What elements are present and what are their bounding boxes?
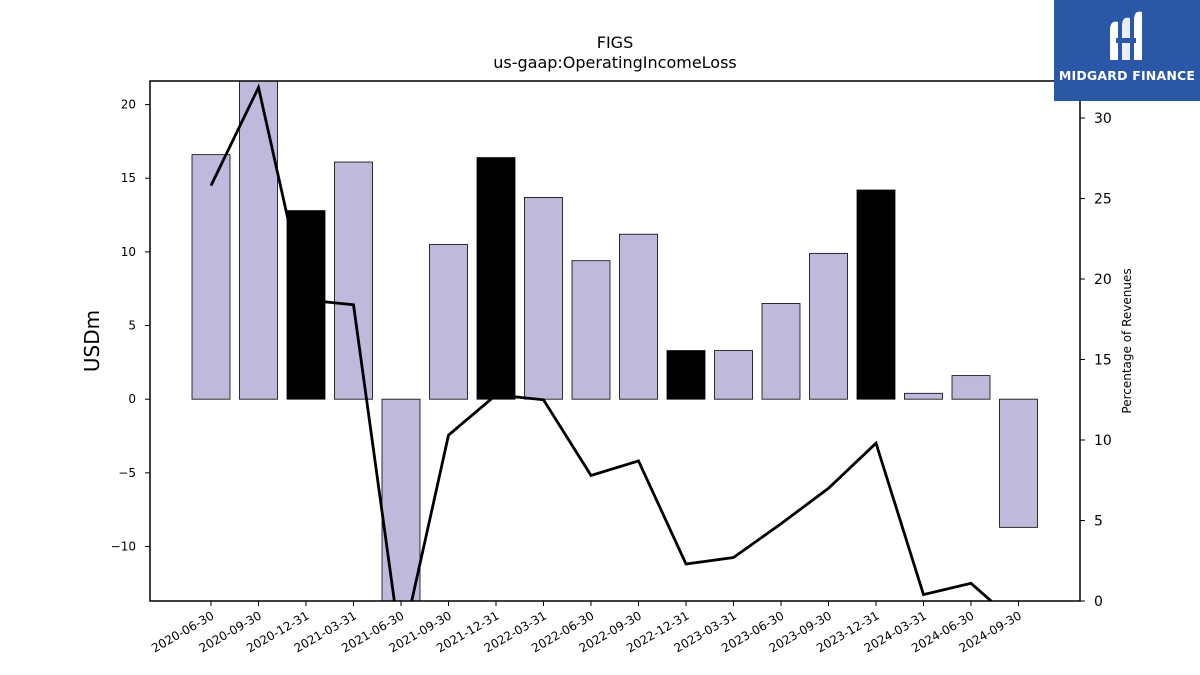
bar-2022-06-30 — [571, 260, 611, 400]
bar-2024-06-30 — [951, 375, 991, 400]
bar-2022-09-30 — [619, 233, 658, 400]
y-tick-label: −5 — [118, 466, 136, 480]
bar-2023-12-31 — [856, 189, 896, 400]
plot-area — [191, 81, 1038, 601]
y-tick-label: 10 — [121, 245, 136, 259]
bar-2021-03-31 — [334, 161, 373, 400]
y2-tick-label: 5 — [1094, 514, 1103, 530]
bar-2022-03-31 — [524, 196, 563, 400]
bar-2023-03-31 — [714, 350, 753, 400]
bar-2021-06-30 — [381, 398, 421, 601]
bar-2022-12-31 — [666, 350, 706, 400]
bar-2024-03-31 — [904, 392, 943, 400]
y2-tick-label: 10 — [1094, 433, 1112, 449]
y2-axis-label: Percentage of Revenues — [1120, 268, 1134, 413]
y2-tick-label: 15 — [1094, 353, 1112, 369]
bar-2020-09-30 — [239, 81, 278, 400]
plot-frame — [149, 80, 1081, 602]
logo-text: MIDGARD FINANCE — [1058, 68, 1196, 83]
bar-2021-12-31 — [476, 157, 516, 400]
y2-tick-label: 25 — [1094, 192, 1112, 208]
chart-subtitle: us-gaap:OperatingIncomeLoss — [493, 53, 737, 72]
y-tick-label: 20 — [121, 98, 136, 112]
bar-2023-09-30 — [809, 252, 848, 400]
bar-2021-09-30 — [429, 244, 468, 400]
y-tick-label: 15 — [121, 171, 136, 185]
y-tick-label: 0 — [128, 392, 136, 406]
y2-tick-label: 0 — [1094, 594, 1103, 610]
y2-tick-label: 20 — [1094, 272, 1112, 288]
bar-2024-09-30 — [999, 398, 1038, 528]
percentage-line — [209, 83, 994, 601]
midgard-logo-mark-icon — [1110, 11, 1142, 60]
y-tick-label: 5 — [128, 319, 136, 333]
y-tick-label: −10 — [111, 539, 136, 553]
y-axis-label: USDm — [80, 310, 104, 372]
bar-2020-06-30 — [191, 154, 231, 400]
bar-2023-06-30 — [761, 303, 801, 400]
chart-title: FIGS — [597, 33, 633, 52]
midgard-finance-logo: MIDGARD FINANCE — [1054, 0, 1200, 101]
y2-tick-label: 30 — [1094, 111, 1112, 127]
